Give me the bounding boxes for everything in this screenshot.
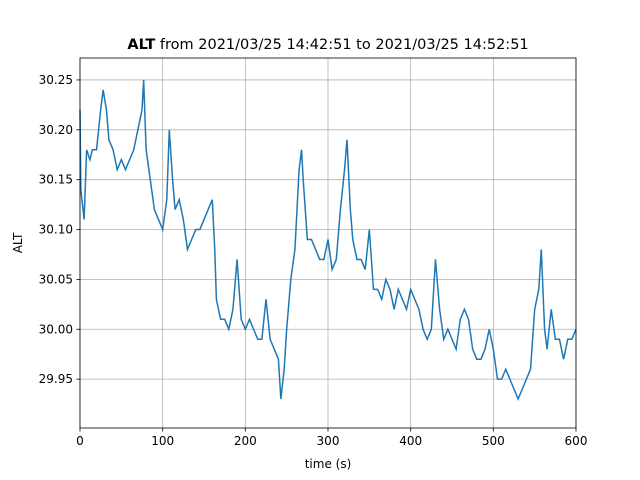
- x-tick-label: 100: [151, 434, 174, 448]
- data-line: [79, 79, 577, 402]
- x-tick-label: 0: [76, 434, 84, 448]
- y-tick-label: 30.00: [39, 322, 73, 336]
- x-tick-label: 300: [317, 434, 340, 448]
- plot-frame: [79, 57, 577, 429]
- y-tick-label: 30.25: [39, 73, 73, 87]
- y-tick-label: 30.20: [39, 123, 73, 137]
- x-tick-label: 400: [399, 434, 422, 448]
- title-name: ALT: [127, 37, 155, 53]
- y-tick-label: 29.95: [39, 372, 73, 386]
- y-axis-label: ALT: [11, 232, 25, 253]
- x-tick-label: 200: [234, 434, 257, 448]
- x-tick-label: 600: [565, 434, 588, 448]
- chart-title: ALT from 2021/03/25 14:42:51 to 2021/03/…: [127, 37, 528, 53]
- x-axis-label: time (s): [305, 457, 352, 471]
- title-text: from 2021/03/25 14:42:51 to 2021/03/25 1…: [160, 37, 529, 53]
- y-tick-label: 30.05: [39, 272, 73, 286]
- x-tick-label: 500: [482, 434, 505, 448]
- y-tick-label: 30.15: [39, 173, 73, 187]
- y-tick-label: 30.10: [39, 223, 73, 237]
